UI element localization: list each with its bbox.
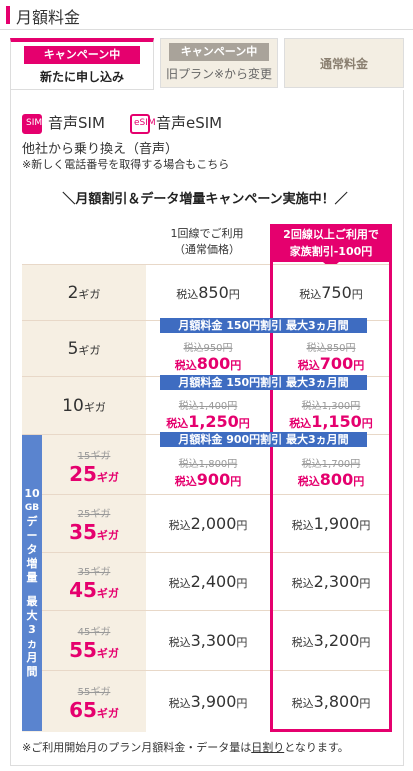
tab-normal-price[interactable]: 通常料金 bbox=[284, 38, 404, 88]
campaign-badge: キャンペーン中 bbox=[169, 43, 269, 61]
sim-type-voice: SIM 音声SIM bbox=[22, 112, 105, 134]
table-row: 2ギガ 税込850円 税込750円 bbox=[22, 264, 392, 320]
discount-banner: 月額料金 150円割引 最大3ヵ月間 bbox=[160, 318, 367, 333]
campaign-title: ＼月額割引＆データ増量キャンペーン実施中！／ bbox=[62, 192, 348, 207]
column-header-family: 2回線以上ご利用で 家族割引-100円 bbox=[270, 224, 392, 262]
header-accent-bar bbox=[6, 6, 10, 24]
table-row: 10ギガ 税込1,400円 税込1,250円 税込1,300円 税込1,150円 bbox=[22, 376, 392, 434]
content-panel bbox=[10, 90, 404, 766]
normal-price: 税込1,250円 bbox=[166, 412, 250, 431]
data-amount: 55ギガ bbox=[69, 638, 119, 662]
transfer-note: 他社から乗り換え（音声） bbox=[22, 142, 179, 157]
discount-banner: 月額料金 150円割引 最大3ヵ月間 bbox=[160, 375, 367, 390]
data-amount: 25ギガ bbox=[69, 462, 119, 486]
prorate-link[interactable]: 日割り bbox=[251, 741, 285, 754]
tab-label: 通常料金 bbox=[319, 57, 368, 71]
normal-price: 税込900円 bbox=[174, 470, 242, 489]
sim-label: 音声eSIM bbox=[156, 114, 223, 132]
discount-banner: 月額料金 900円割引 最大3ヵ月間 bbox=[160, 432, 367, 447]
normal-price: 税込3,900円 bbox=[168, 692, 248, 711]
data-amount: 45ギガ bbox=[69, 578, 119, 602]
page-title: 月額料金 bbox=[16, 8, 81, 27]
family-price: 税込3,800円 bbox=[291, 692, 371, 711]
table-row: 45ギガ 55ギガ 税込3,300円 税込3,200円 bbox=[22, 610, 392, 670]
esim-icon: eSIM bbox=[130, 113, 156, 134]
table-row: 35ギガ 45ギガ 税込2,400円 税込2,300円 bbox=[22, 552, 392, 610]
data-amount: 65ギガ bbox=[69, 698, 119, 722]
new-number-note: ※新しく電話番号を取得する場合もこちら bbox=[22, 158, 230, 171]
normal-price: 税込2,400円 bbox=[168, 572, 248, 591]
table-row: 15ギガ 25ギガ 税込1,800円 税込900円 税込1,700円 税込800円 bbox=[22, 434, 392, 494]
column-header-normal: 1回線でご利用 （通常価格） bbox=[170, 227, 244, 256]
tab-label: 旧プラン※から変更 bbox=[165, 67, 273, 81]
sim-card-icon: SIM bbox=[22, 113, 42, 134]
data-amount: 35ギガ bbox=[69, 520, 119, 544]
tab-new-application[interactable]: キャンペーン中 新たに申し込み bbox=[10, 38, 154, 90]
data-amount: 10ギガ bbox=[62, 396, 106, 416]
normal-price: 税込2,000円 bbox=[168, 514, 248, 533]
normal-price: 税込850円 bbox=[176, 283, 240, 302]
family-price: 税込3,200円 bbox=[291, 631, 371, 650]
family-price: 税込700円 bbox=[297, 354, 365, 373]
page-header: 月額料金 bbox=[0, 0, 413, 30]
tab-label: 新たに申し込み bbox=[39, 70, 124, 84]
family-price: 税込1,900円 bbox=[291, 514, 371, 533]
campaign-badge: キャンペーン中 bbox=[24, 46, 140, 64]
tab-plan-change[interactable]: キャンペーン中 旧プラン※から変更 bbox=[160, 38, 278, 88]
family-price: 税込1,150円 bbox=[289, 412, 373, 431]
data-amount: 5ギガ bbox=[67, 339, 101, 359]
footer-note: ※ご利用開始月のプラン月額料金・データ量は日割りとなります。 bbox=[22, 741, 349, 754]
normal-price: 税込3,300円 bbox=[168, 631, 248, 650]
table-row: 55ギガ 65ギガ 税込3,900円 税込3,800円 bbox=[22, 670, 392, 732]
data-boost-sidebar: 10 GB データ増量最大 3 ヵ月間 bbox=[22, 435, 42, 731]
sim-type-voice-esim: eSIM 音声eSIM bbox=[130, 112, 222, 134]
data-amount: 2ギガ bbox=[67, 283, 101, 303]
normal-price: 税込800円 bbox=[174, 354, 242, 373]
table-row: 25ギガ 35ギガ 税込2,000円 税込1,900円 bbox=[22, 494, 392, 552]
sim-label: 音声SIM bbox=[48, 114, 105, 132]
family-price: 税込2,300円 bbox=[291, 572, 371, 591]
family-price: 税込800円 bbox=[297, 470, 365, 489]
family-price: 税込750円 bbox=[299, 283, 363, 302]
